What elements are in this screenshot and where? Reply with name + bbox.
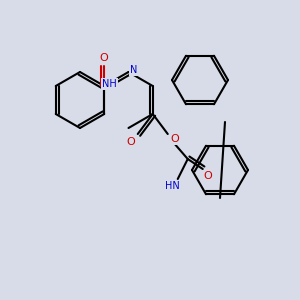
Text: O: O [126,137,135,147]
Text: NH: NH [102,79,117,89]
Text: O: O [100,53,109,63]
Text: N: N [130,65,137,75]
Text: O: O [203,171,212,181]
Text: O: O [170,134,179,144]
Text: HN: HN [165,181,180,191]
